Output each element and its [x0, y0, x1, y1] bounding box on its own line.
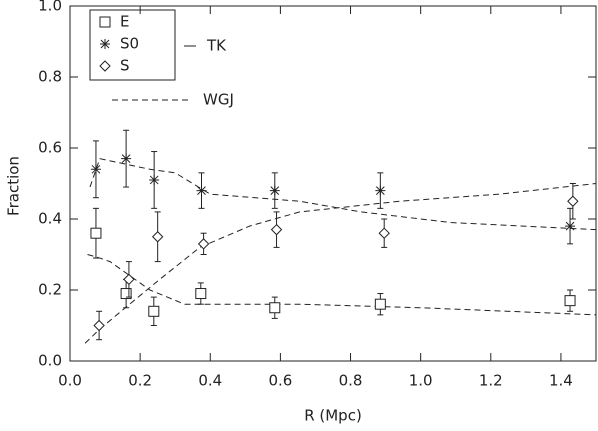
point [121, 153, 132, 164]
model-line [87, 254, 597, 316]
point [197, 238, 210, 250]
legend-label: TK [206, 37, 227, 55]
x-tick-label: 0.4 [198, 372, 222, 390]
model-line [89, 158, 597, 231]
point [269, 302, 281, 314]
point [375, 185, 386, 196]
point [270, 223, 283, 236]
point [567, 195, 579, 207]
y-tick-label: 0.8 [38, 68, 62, 86]
legend-marker [99, 16, 111, 28]
y-tick-label: 0.0 [38, 352, 62, 370]
point [148, 305, 160, 317]
x-tick-label: 0.6 [268, 372, 292, 390]
legend-label: S [120, 57, 130, 75]
y-tick-label: 0.4 [38, 210, 62, 228]
point [196, 185, 207, 196]
point [120, 288, 132, 300]
point [90, 227, 102, 239]
x-tick-label: 1.0 [409, 372, 433, 390]
point [93, 319, 105, 332]
point [269, 185, 280, 196]
point [123, 273, 135, 286]
legend-marker [99, 60, 111, 72]
point [378, 227, 390, 239]
point [149, 174, 160, 185]
legend-marker [100, 39, 110, 49]
x-tick-label: 0.8 [339, 372, 363, 390]
legend-box [89, 9, 176, 81]
y-axis-label: Fraction [5, 156, 23, 216]
x-tick-label: 1.2 [479, 372, 503, 390]
legend-label: E [120, 13, 129, 31]
point [151, 231, 164, 243]
y-tick-label: 1.0 [38, 0, 62, 15]
point [90, 164, 101, 175]
x-axis-label: R (Mpc) [304, 407, 362, 425]
legend-label: WGJ [203, 91, 234, 109]
model-line [84, 183, 597, 344]
legend-label: S0 [120, 35, 139, 53]
point [564, 295, 576, 307]
point [195, 288, 207, 300]
y-tick-label: 0.6 [38, 139, 62, 157]
y-tick-label: 0.2 [38, 281, 62, 299]
point [374, 298, 386, 310]
x-tick-label: 0.0 [58, 372, 82, 390]
point [565, 221, 576, 232]
x-tick-label: 0.2 [128, 372, 152, 390]
x-tick-label: 1.4 [549, 372, 573, 390]
